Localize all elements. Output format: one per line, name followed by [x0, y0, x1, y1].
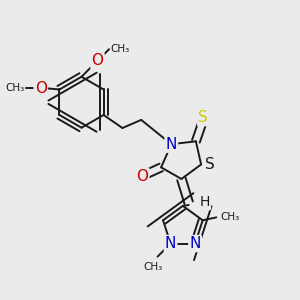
Text: O: O	[92, 53, 104, 68]
Text: N: N	[189, 236, 201, 251]
Text: O: O	[136, 169, 148, 184]
Text: H: H	[200, 195, 210, 209]
Text: S: S	[198, 110, 208, 125]
Text: N: N	[165, 236, 176, 251]
Text: CH₃: CH₃	[110, 44, 130, 54]
Text: O: O	[34, 80, 46, 95]
Text: S: S	[205, 157, 214, 172]
Text: CH₃: CH₃	[144, 262, 163, 272]
Text: N: N	[166, 137, 177, 152]
Text: CH₃: CH₃	[220, 212, 239, 222]
Text: CH₃: CH₃	[5, 83, 25, 93]
